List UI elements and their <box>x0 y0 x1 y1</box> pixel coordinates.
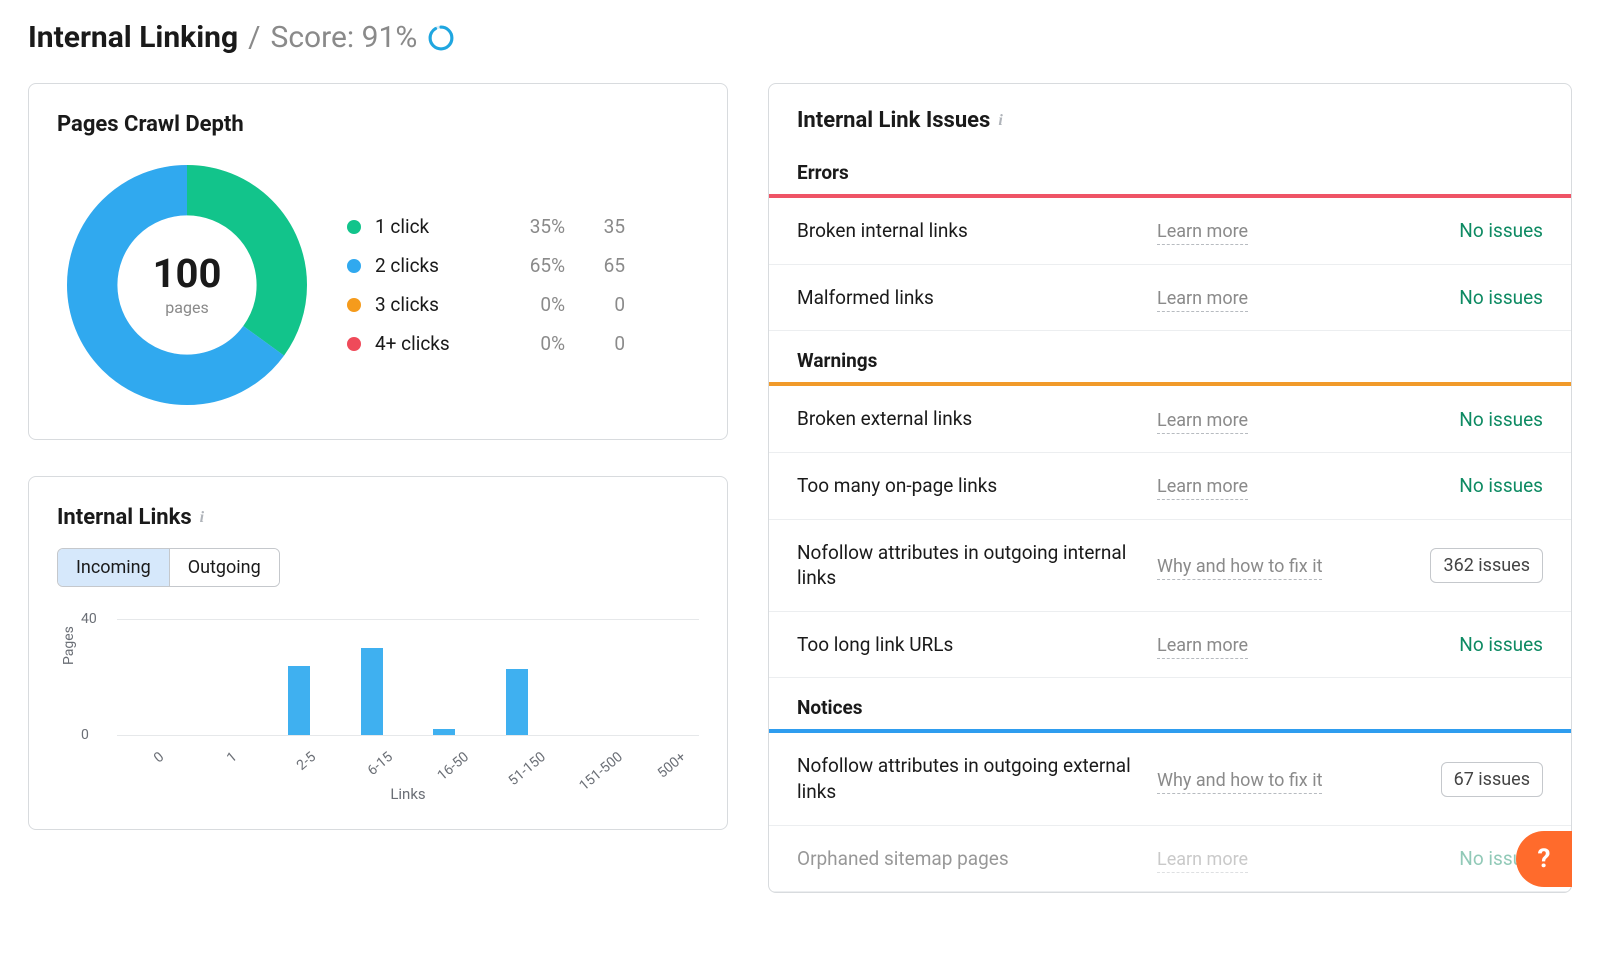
issue-name: Orphaned sitemap pages <box>797 846 1137 872</box>
info-icon[interactable]: i <box>998 112 1002 130</box>
issue-group-title: Errors <box>769 143 1571 194</box>
issue-status-ok: No issues <box>1459 633 1543 656</box>
internal-links-title: Internal Links <box>57 505 192 530</box>
x-tick: 16-50 <box>435 749 472 784</box>
help-icon: ? <box>1538 844 1551 874</box>
crawl-depth-legend: 1 click35%352 clicks65%653 clicks0%04+ c… <box>347 215 625 355</box>
page-header: Internal Linking / Score: 91% <box>28 20 1572 55</box>
issue-name: Nofollow attributes in outgoing external… <box>797 753 1137 804</box>
legend-count: 65 <box>565 254 625 277</box>
issue-status-ok: No issues <box>1459 286 1543 309</box>
legend-item[interactable]: 3 clicks0%0 <box>347 293 625 316</box>
internal-links-chart: Pages 040012-56-1516-5051-150151-500500+… <box>57 605 699 805</box>
tab-incoming[interactable]: Incoming <box>58 549 169 586</box>
bar[interactable] <box>361 648 383 735</box>
legend-percent: 0% <box>495 293 565 316</box>
learn-more-link[interactable]: Why and how to fix it <box>1157 770 1322 794</box>
issue-row[interactable]: Nofollow attributes in outgoing internal… <box>769 520 1571 612</box>
legend-dot-icon <box>347 220 361 234</box>
crawl-depth-card: Pages Crawl Depth 100 pages 1 click35%35… <box>28 83 728 440</box>
issue-name: Too long link URLs <box>797 632 1137 658</box>
learn-more-link[interactable]: Learn more <box>1157 849 1248 873</box>
x-tick: 500+ <box>654 749 688 782</box>
legend-item[interactable]: 1 click35%35 <box>347 215 625 238</box>
learn-more-link[interactable]: Why and how to fix it <box>1157 556 1322 580</box>
score-label: Score: 91% <box>271 20 418 55</box>
bar[interactable] <box>288 666 310 735</box>
score-ring-icon <box>427 24 455 52</box>
y-tick: 0 <box>81 727 89 743</box>
legend-percent: 0% <box>495 332 565 355</box>
issue-row[interactable]: Broken internal links Learn more No issues <box>769 198 1571 265</box>
x-tick: 1 <box>224 749 240 766</box>
legend-count: 35 <box>565 215 625 238</box>
crawl-depth-donut: 100 pages <box>57 155 317 415</box>
issue-row[interactable]: Malformed links Learn more No issues <box>769 265 1571 332</box>
legend-dot-icon <box>347 337 361 351</box>
issue-status-ok: No issues <box>1459 408 1543 431</box>
tab-outgoing[interactable]: Outgoing <box>169 549 279 586</box>
page-title: Internal Linking <box>28 20 238 55</box>
y-tick: 40 <box>81 611 97 627</box>
legend-percent: 65% <box>495 254 565 277</box>
issue-row[interactable]: Nofollow attributes in outgoing external… <box>769 733 1571 825</box>
info-icon[interactable]: i <box>200 509 204 527</box>
internal-links-card: Internal Links i IncomingOutgoing Pages … <box>28 476 728 830</box>
legend-count: 0 <box>565 293 625 316</box>
x-tick: 2-5 <box>294 749 319 774</box>
issue-row[interactable]: Broken external links Learn more No issues <box>769 386 1571 453</box>
crawl-depth-total: 100 <box>153 254 222 294</box>
legend-dot-icon <box>347 259 361 273</box>
learn-more-link[interactable]: Learn more <box>1157 288 1248 312</box>
bar[interactable] <box>506 669 528 735</box>
issue-count-badge[interactable]: 67 issues <box>1441 762 1543 797</box>
issue-status-ok: No issues <box>1459 219 1543 242</box>
issue-name: Broken external links <box>797 406 1137 432</box>
learn-more-link[interactable]: Learn more <box>1157 635 1248 659</box>
crawl-depth-total-label: pages <box>165 298 208 317</box>
legend-count: 0 <box>565 332 625 355</box>
legend-label: 3 clicks <box>375 293 495 316</box>
issue-count-badge[interactable]: 362 issues <box>1430 548 1543 583</box>
x-tick: 51-150 <box>506 749 549 789</box>
issue-row[interactable]: Too many on-page links Learn more No issue… <box>769 453 1571 520</box>
legend-label: 4+ clicks <box>375 332 495 355</box>
crawl-depth-title: Pages Crawl Depth <box>57 112 699 137</box>
legend-item[interactable]: 2 clicks65%65 <box>347 254 625 277</box>
internal-links-tabs: IncomingOutgoing <box>57 548 280 587</box>
help-button[interactable]: ? <box>1516 831 1572 887</box>
legend-label: 1 click <box>375 215 495 238</box>
issue-name: Broken internal links <box>797 218 1137 244</box>
legend-label: 2 clicks <box>375 254 495 277</box>
legend-percent: 35% <box>495 215 565 238</box>
learn-more-link[interactable]: Learn more <box>1157 221 1248 245</box>
x-axis-label: Links <box>117 785 699 803</box>
issue-group-title: Warnings <box>769 331 1571 382</box>
issue-group-title: Notices <box>769 678 1571 729</box>
issues-panel-title: Internal Link Issues <box>797 108 990 133</box>
title-separator: / <box>248 20 260 55</box>
issue-status-ok: No issues <box>1459 474 1543 497</box>
issues-panel: Internal Link Issues i ErrorsBroken inte… <box>768 83 1572 893</box>
y-axis-label: Pages <box>61 626 77 665</box>
issue-name: Too many on-page links <box>797 473 1137 499</box>
x-tick: 0 <box>151 749 167 766</box>
bar[interactable] <box>433 729 455 735</box>
learn-more-link[interactable]: Learn more <box>1157 476 1248 500</box>
issue-name: Malformed links <box>797 285 1137 311</box>
x-tick: 6-15 <box>364 749 395 779</box>
issue-row[interactable]: Too long link URLs Learn more No issues <box>769 612 1571 679</box>
legend-dot-icon <box>347 298 361 312</box>
issue-row[interactable]: Orphaned sitemap pagesLearn moreNo issue… <box>769 826 1571 893</box>
learn-more-link[interactable]: Learn more <box>1157 410 1248 434</box>
legend-item[interactable]: 4+ clicks0%0 <box>347 332 625 355</box>
issue-name: Nofollow attributes in outgoing internal… <box>797 540 1137 591</box>
